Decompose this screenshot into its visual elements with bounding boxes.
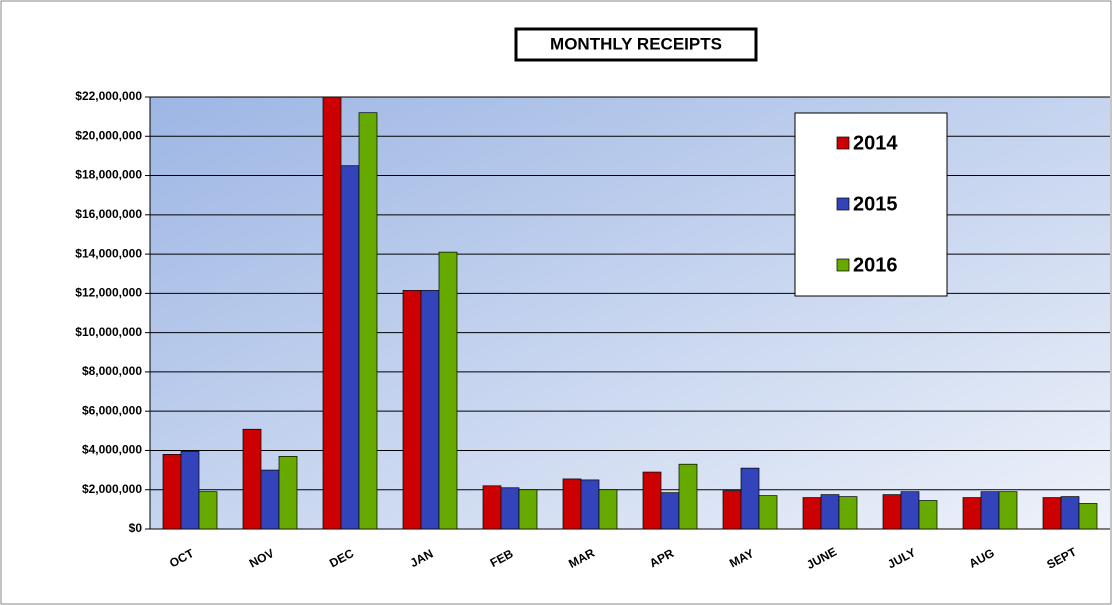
- bar: [420, 290, 440, 530]
- bar: [678, 463, 698, 530]
- y-tick-label: $20,000,000: [75, 128, 142, 142]
- bar: [180, 451, 200, 530]
- bar: [900, 491, 920, 530]
- bar: [402, 290, 422, 530]
- bar: [980, 491, 1000, 530]
- bar: [722, 490, 742, 530]
- y-tick-label: $16,000,000: [75, 207, 142, 221]
- bar: [562, 478, 582, 530]
- bar: [660, 492, 680, 530]
- legend-label: 2015: [853, 193, 898, 215]
- y-tick-label: $6,000,000: [82, 403, 142, 417]
- bar: [838, 496, 858, 530]
- bar: [802, 497, 822, 530]
- bar: [1078, 503, 1098, 530]
- bar: [260, 469, 280, 530]
- y-tick-label: $4,000,000: [82, 443, 142, 457]
- y-tick-label: $14,000,000: [75, 246, 142, 260]
- bar: [962, 497, 982, 530]
- y-tick-label: $0: [129, 521, 143, 535]
- bar: [198, 491, 218, 530]
- bar: [918, 500, 938, 530]
- title-box: [514, 27, 758, 62]
- bar: [278, 455, 298, 530]
- y-tick-label: $10,000,000: [75, 325, 142, 339]
- legend-label: 2016: [853, 254, 898, 276]
- legend-swatch: [836, 258, 850, 272]
- bar: [598, 489, 618, 530]
- y-tick-label: $18,000,000: [75, 168, 142, 182]
- bar: [482, 485, 502, 530]
- bar: [998, 491, 1018, 530]
- bar: [358, 112, 378, 530]
- bar: [518, 489, 538, 530]
- bar: [642, 471, 662, 530]
- bar: [740, 467, 760, 530]
- legend-swatch: [836, 197, 850, 211]
- bar: [438, 251, 458, 530]
- y-tick-label: $22,000,000: [75, 89, 142, 103]
- plot-area: [150, 97, 1110, 529]
- legend-label: 2014: [853, 132, 898, 154]
- bar: [580, 479, 600, 530]
- bar: [242, 428, 262, 530]
- bar: [882, 494, 902, 530]
- bar: [162, 454, 182, 530]
- chart-title: MONTHLY RECEIPTS: [550, 34, 722, 53]
- bar: [500, 487, 520, 530]
- bar: [340, 165, 360, 530]
- bar: [1042, 497, 1062, 530]
- bar: [758, 495, 778, 530]
- y-tick-label: $2,000,000: [82, 482, 142, 496]
- bar: [1060, 496, 1080, 530]
- legend-box: [794, 112, 948, 297]
- bar: [820, 494, 840, 530]
- legend-swatch: [836, 136, 850, 150]
- y-tick-label: $12,000,000: [75, 286, 142, 300]
- y-tick-label: $8,000,000: [82, 364, 142, 378]
- bar: [322, 96, 342, 530]
